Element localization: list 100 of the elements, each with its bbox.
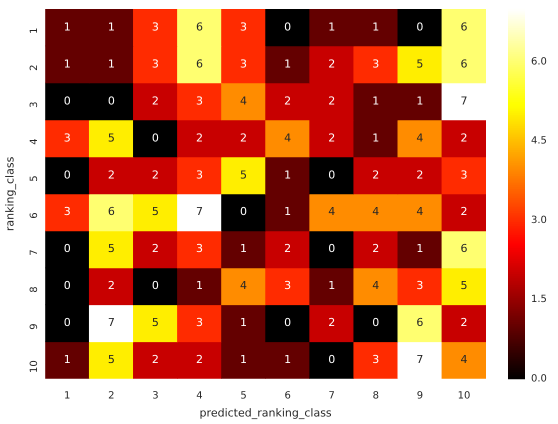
data-label: 5 (108, 131, 115, 144)
data-label: 5 (240, 168, 248, 182)
data-label: 1 (240, 316, 248, 330)
color-bar-label: 6.0 (531, 56, 547, 68)
data-label: 3 (196, 94, 203, 108)
data-label: 0 (240, 205, 248, 218)
x-tick-label: 7 (328, 390, 335, 402)
x-tick-label: 8 (372, 390, 379, 402)
data-label: 6 (108, 205, 115, 218)
data-label: 1 (108, 57, 115, 70)
data-label: 1 (372, 131, 380, 144)
data-label: 3 (64, 205, 71, 218)
data-label: 2 (240, 131, 248, 144)
data-label: 2 (460, 205, 468, 218)
data-label: 3 (416, 279, 424, 292)
data-label: 1 (108, 20, 115, 34)
data-label: 1 (64, 57, 71, 70)
x-tick-label: 9 (416, 390, 424, 402)
y-tick-label: 8 (28, 286, 40, 293)
data-label: 7 (196, 205, 203, 218)
data-label: 6 (460, 57, 468, 70)
color-bar-label: 1.5 (531, 294, 547, 306)
color-bar-label: 4.5 (531, 136, 547, 147)
data-label: 2 (328, 94, 336, 108)
data-label: 4 (416, 205, 424, 218)
data-label: 3 (372, 353, 380, 366)
data-label: 4 (240, 94, 248, 108)
data-label: 1 (328, 279, 336, 292)
y-tick-label: 4 (28, 138, 40, 145)
data-label: 5 (152, 205, 159, 218)
data-label: 0 (328, 168, 336, 182)
data-label: 2 (152, 94, 159, 108)
data-label: 2 (372, 168, 380, 182)
data-label: 0 (64, 242, 71, 256)
data-label: 0 (64, 168, 71, 182)
data-label: 5 (108, 353, 115, 366)
data-label: 0 (108, 94, 115, 108)
data-label: 5 (416, 57, 424, 70)
data-label: 2 (152, 353, 159, 366)
x-tick-label: 3 (152, 390, 159, 402)
color-bar-label: 0.0 (531, 373, 547, 384)
data-label: 4 (328, 205, 336, 218)
y-tick-label: 10 (28, 360, 40, 374)
data-label: 4 (372, 279, 380, 292)
y-tick-label: 6 (28, 212, 40, 219)
data-label: 3 (372, 57, 380, 70)
x-tick-label: 2 (108, 390, 115, 402)
data-label: 0 (328, 353, 336, 366)
x-tick-label: 5 (240, 390, 247, 402)
data-label: 2 (372, 242, 380, 256)
color-bar-label: 3.0 (531, 214, 547, 226)
data-label: 4 (460, 353, 468, 366)
data-label: 2 (284, 94, 292, 108)
data-label: 1 (240, 353, 248, 366)
data-label: 2 (108, 168, 115, 182)
data-label: 7 (416, 353, 424, 366)
data-label: 7 (108, 316, 115, 330)
data-label: 2 (152, 168, 159, 182)
data-label: 3 (196, 242, 203, 256)
data-label: 2 (196, 353, 203, 366)
data-label: 1 (284, 168, 292, 182)
x-tick-label: 6 (284, 390, 291, 402)
y-tick-label: 2 (28, 64, 40, 71)
data-label: 2 (328, 57, 336, 70)
data-label: 5 (152, 316, 159, 330)
data-label: 4 (372, 205, 380, 218)
data-label: 2 (196, 131, 203, 144)
data-label: 0 (152, 279, 159, 292)
data-label: 1 (64, 353, 71, 366)
data-label: 3 (196, 168, 203, 182)
data-label: 5 (108, 242, 115, 256)
y-tick-label: 3 (28, 101, 40, 108)
x-axis-title: predicted_ranking_class (200, 406, 332, 420)
data-label: 5 (460, 279, 468, 292)
data-label: 2 (416, 168, 424, 182)
y-tick-label: 7 (28, 249, 40, 256)
data-label: 4 (240, 279, 248, 292)
data-label: 1 (416, 94, 424, 108)
data-label: 3 (152, 57, 159, 70)
data-label: 3 (460, 168, 468, 182)
data-label: 6 (460, 20, 468, 34)
data-label: 2 (328, 316, 336, 330)
data-label: 2 (460, 316, 468, 330)
data-label: 0 (416, 20, 424, 34)
data-label: 2 (328, 131, 336, 144)
data-label: 1 (284, 205, 292, 218)
data-label: 1 (372, 94, 380, 108)
data-label: 3 (240, 57, 248, 70)
data-label: 2 (460, 131, 468, 144)
data-label: 3 (240, 20, 248, 34)
x-tick-label: 4 (196, 390, 203, 402)
data-label: 1 (196, 279, 203, 292)
data-label: 0 (284, 20, 292, 34)
y-tick-label: 9 (28, 323, 40, 330)
data-label: 3 (152, 20, 159, 34)
data-label: 1 (284, 353, 292, 366)
data-label: 6 (460, 242, 468, 256)
data-label: 1 (284, 57, 292, 70)
y-axis-title: ranking_class (3, 156, 16, 232)
x-tick-label: 1 (64, 390, 70, 402)
